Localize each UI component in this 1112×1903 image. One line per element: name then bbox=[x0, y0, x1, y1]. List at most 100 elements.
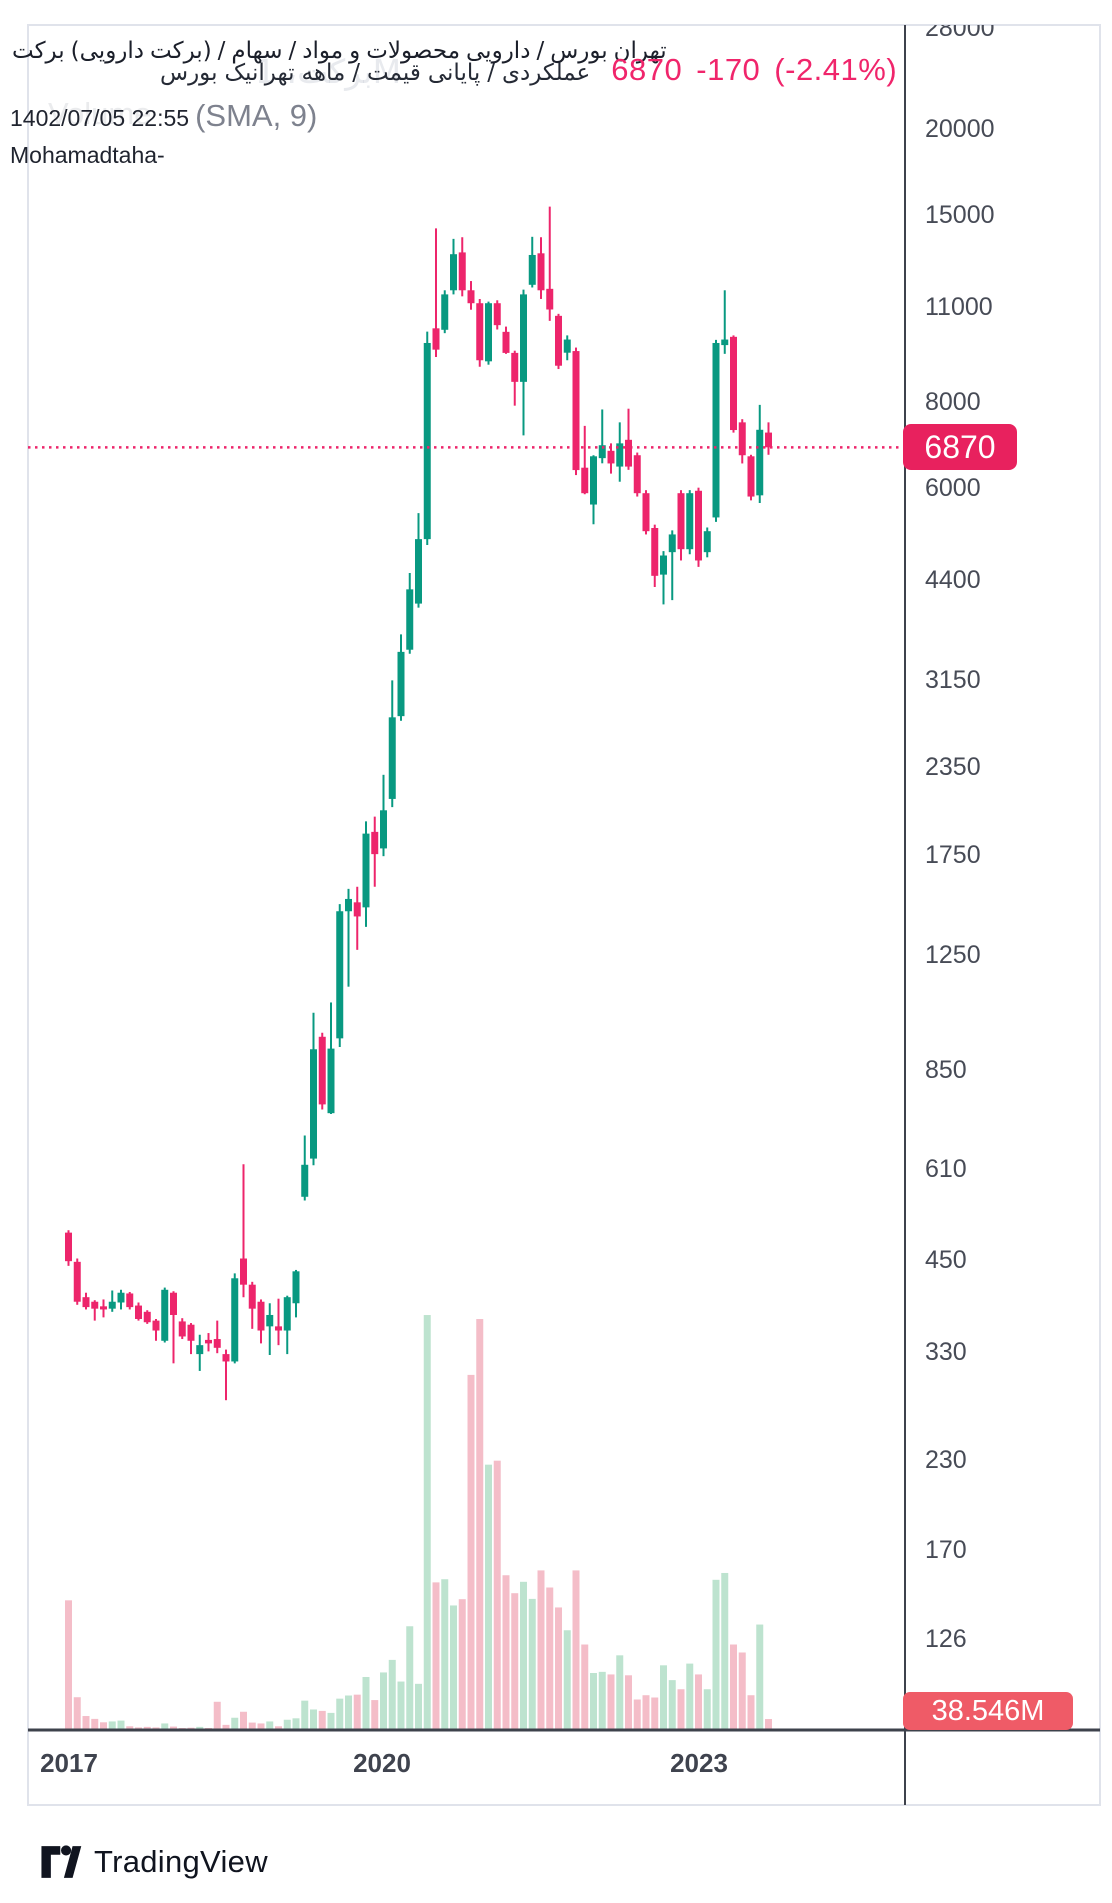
volume-bar bbox=[555, 1607, 562, 1730]
volume-bar bbox=[196, 1726, 204, 1730]
legend-text-token: / bbox=[487, 60, 495, 86]
indicator-legend-row[interactable]: 1402/07/05 22:55 (SMA, 9) bbox=[10, 98, 317, 134]
volume-bar bbox=[415, 1683, 422, 1730]
candle-body bbox=[117, 1292, 125, 1303]
candle-body bbox=[528, 254, 536, 285]
price-tick-label: 170 bbox=[925, 1536, 967, 1565]
volume-bar bbox=[327, 1712, 335, 1730]
volume-bar bbox=[345, 1695, 352, 1730]
price-tick-label: 2350 bbox=[925, 753, 981, 782]
price-tick-label: 1750 bbox=[925, 840, 981, 869]
candle-body bbox=[275, 1326, 282, 1331]
price-axis[interactable]: 28000 20000 15000 11000 8000 6000 4400 3150 2350… bbox=[0, 25, 1112, 1805]
candle-body bbox=[765, 432, 772, 448]
volume-bar bbox=[432, 1582, 440, 1730]
price-tick-label: 1250 bbox=[925, 941, 981, 970]
candle-body bbox=[187, 1324, 195, 1341]
candle-body bbox=[301, 1164, 309, 1197]
candle-body bbox=[677, 493, 685, 550]
legend-text-token: تهرانیک bbox=[224, 60, 295, 86]
price-tick-label: 15000 bbox=[925, 200, 995, 229]
price-tick-label: 3150 bbox=[925, 665, 981, 694]
symbol-description[interactable]: برکت (دارویی برکت) / سهام / مواد و محصولات دارویی… bbox=[12, 38, 667, 64]
candle-body bbox=[747, 456, 755, 497]
price-tick-label: 6000 bbox=[925, 473, 981, 502]
volume-bar bbox=[651, 1697, 659, 1730]
volume-bar bbox=[677, 1689, 685, 1730]
candle-body bbox=[240, 1258, 247, 1285]
price-change-percent: (-2.41%) bbox=[774, 52, 898, 87]
last-price-axis-value: 6870 bbox=[924, 428, 996, 465]
candle-body bbox=[581, 467, 589, 494]
price-tick-label: 28000 bbox=[925, 25, 995, 43]
candle-body bbox=[362, 833, 370, 908]
candle-body bbox=[511, 352, 519, 382]
volume-bar bbox=[765, 1719, 772, 1730]
legend-text-token: سهام bbox=[231, 38, 283, 64]
volume-bar bbox=[703, 1689, 711, 1730]
volume-bar bbox=[117, 1720, 125, 1730]
price-tick-label: 11000 bbox=[925, 292, 993, 321]
volume-bar bbox=[660, 1665, 667, 1730]
legend-text-token: برکت) bbox=[150, 38, 212, 64]
volume-bar bbox=[65, 1600, 72, 1730]
legend-text-token: / bbox=[288, 38, 297, 64]
candle-body bbox=[336, 911, 344, 1039]
legend-text-token: / bbox=[217, 38, 226, 64]
volume-bar bbox=[467, 1374, 475, 1730]
volume-bar bbox=[266, 1721, 274, 1730]
series-legend-row[interactable]: بورس تهرانیک ماهه / قیمت پایانی / عملکردی 6870 … bbox=[160, 52, 897, 88]
volume-bar bbox=[563, 1630, 571, 1730]
volume-bar bbox=[546, 1587, 554, 1730]
volume-bar bbox=[406, 1626, 414, 1730]
volume-bar bbox=[380, 1672, 387, 1730]
volume-bar bbox=[511, 1593, 519, 1730]
volume-bar bbox=[668, 1680, 676, 1730]
volume-bar bbox=[108, 1721, 116, 1730]
volume-bar bbox=[161, 1723, 169, 1730]
candle-body bbox=[257, 1301, 265, 1331]
candle-body bbox=[686, 493, 694, 550]
candle-body bbox=[152, 1320, 160, 1331]
volume-bar bbox=[625, 1675, 632, 1730]
candle-body bbox=[423, 342, 431, 540]
volume-bar bbox=[353, 1694, 361, 1730]
candle-body bbox=[625, 439, 632, 467]
candle-body bbox=[327, 1048, 335, 1114]
volume-bar bbox=[213, 1701, 221, 1730]
volume-bar bbox=[450, 1605, 457, 1730]
candle-body bbox=[371, 831, 379, 855]
candle-body bbox=[213, 1339, 221, 1348]
legend-text-token: (دارویی bbox=[70, 38, 145, 64]
series-info-text: بورس تهرانیک ماهه / قیمت پایانی / عملکردی bbox=[160, 60, 590, 86]
volume-bar bbox=[730, 1644, 737, 1730]
price-change-value: -170 bbox=[696, 52, 761, 87]
candle-body bbox=[721, 339, 729, 346]
candle-body bbox=[467, 290, 475, 304]
candle-body bbox=[231, 1278, 239, 1362]
tradingview-branding[interactable]: TradingView bbox=[40, 1842, 268, 1882]
time-tick-label: 2020 bbox=[353, 1748, 411, 1778]
candle-body bbox=[598, 445, 606, 459]
volume-bar bbox=[310, 1709, 317, 1730]
volume-bar bbox=[458, 1599, 466, 1730]
legend-text-token: قیمت bbox=[367, 60, 421, 86]
candle-body bbox=[730, 336, 737, 431]
volume-bar bbox=[336, 1698, 344, 1730]
candle-body bbox=[563, 339, 571, 353]
volume-bar bbox=[493, 1460, 501, 1730]
volume-bar bbox=[318, 1710, 326, 1730]
candle-body bbox=[170, 1292, 177, 1315]
volume-bar bbox=[695, 1674, 702, 1730]
volume-bar bbox=[100, 1722, 107, 1730]
volume-bar bbox=[537, 1570, 545, 1730]
candle-body bbox=[432, 328, 440, 350]
candle-body bbox=[353, 902, 361, 917]
candle-body bbox=[555, 315, 562, 366]
volume-bar bbox=[283, 1719, 291, 1730]
candle-body bbox=[126, 1293, 134, 1308]
candle-body bbox=[345, 898, 352, 912]
volume-bar bbox=[170, 1726, 177, 1730]
